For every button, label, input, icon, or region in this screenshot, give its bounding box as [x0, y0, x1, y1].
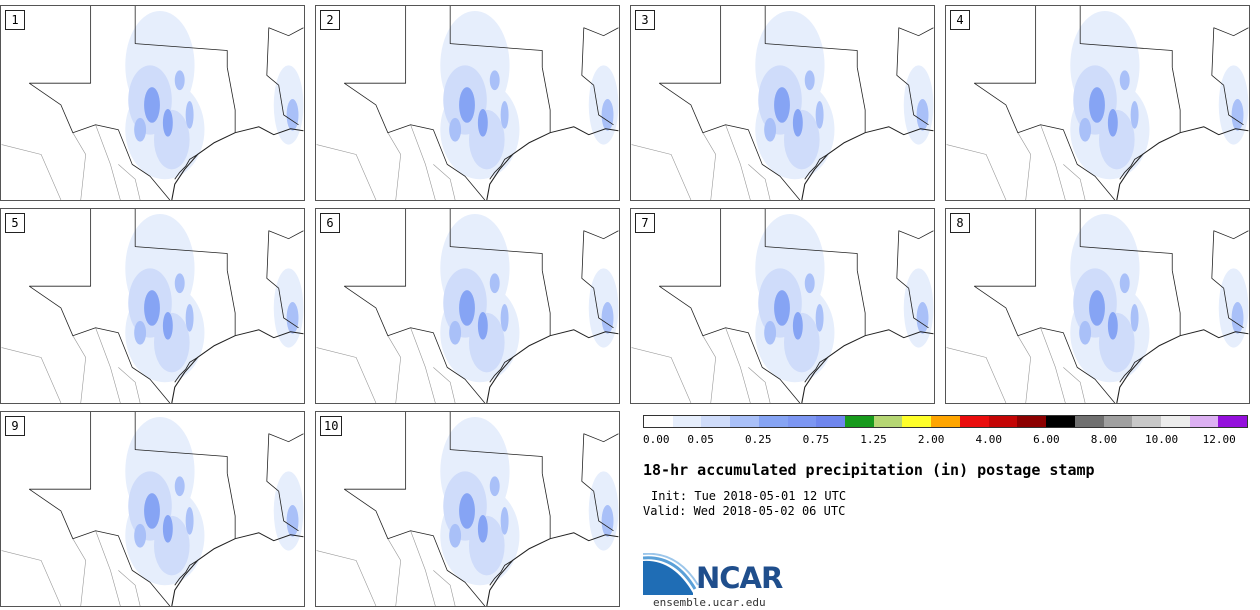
panel-label-6: 6: [320, 213, 340, 233]
ensemble-member-panel-6[interactable]: 6: [315, 208, 620, 404]
init-time: Init: Tue 2018-05-01 12 UTC: [651, 489, 847, 503]
colorbar-segment: [1132, 416, 1161, 427]
colorbar-tick-label: 12.00: [1202, 433, 1236, 446]
colorbar-tick-label: 0.00: [643, 433, 670, 446]
colorbar-segment: [1218, 416, 1248, 427]
ensemble-member-panel-5[interactable]: 5: [0, 208, 305, 404]
colorbar-tick-label: 4.00: [975, 433, 1002, 446]
panel-label-4: 4: [950, 10, 970, 30]
panel-label-10: 10: [320, 416, 343, 436]
panel-label-1: 1: [5, 10, 25, 30]
colorbar-tick-label: 6.00: [1033, 433, 1060, 446]
panel-label-8: 8: [950, 213, 970, 233]
precip-map-9: [1, 412, 304, 606]
colorbar-segment: [1046, 416, 1075, 427]
ensemble-member-panel-2[interactable]: 2: [315, 5, 620, 201]
ensemble-member-panel-4[interactable]: 4: [945, 5, 1250, 201]
ensemble-member-panel-1[interactable]: 1: [0, 5, 305, 201]
colorbar-segment: [758, 416, 788, 427]
precip-map-1: [1, 6, 304, 200]
colorbar-segment: [730, 416, 759, 427]
precip-colorbar: [643, 415, 1248, 428]
colorbar-segment: [1160, 416, 1190, 427]
colorbar-tick-label: 2.00: [917, 433, 945, 446]
colorbar-segment: [873, 416, 903, 427]
precip-map-5: [1, 209, 304, 403]
ensemble-member-panel-3[interactable]: 3: [630, 5, 935, 201]
colorbar-segment: [644, 416, 673, 427]
ensemble-member-panel-10[interactable]: 10: [315, 411, 620, 607]
precip-map-8: [946, 209, 1249, 403]
panel-label-2: 2: [320, 10, 340, 30]
colorbar-segment: [787, 416, 817, 427]
ensemble-member-panel-8[interactable]: 8: [945, 208, 1250, 404]
valid-time: Valid: Wed 2018-05-02 06 UTC: [643, 504, 846, 518]
colorbar-segment: [845, 416, 874, 427]
colorbar-segment: [701, 416, 731, 427]
colorbar-segment: [1189, 416, 1219, 427]
colorbar-tick-label: 8.00: [1090, 433, 1118, 446]
colorbar-segment: [988, 416, 1018, 427]
page-title: 18-hr accumulated precipitation (in) pos…: [643, 461, 1095, 479]
colorbar-segment: [816, 416, 846, 427]
panel-label-5: 5: [5, 213, 25, 233]
colorbar-segment: [1017, 416, 1047, 427]
precip-map-10: [316, 412, 619, 606]
colorbar-tick-labels: 0.00 0.05 0.25 0.75 1.25 2.00 4.00 6.00 8.00 10.0…: [643, 433, 1248, 447]
colorbar-segment: [902, 416, 932, 427]
colorbar-tick-label: 0.25: [744, 433, 772, 446]
precip-map-3: [631, 6, 934, 200]
ncar-logo-text: NCAR: [696, 561, 783, 595]
precip-map-6: [316, 209, 619, 403]
panel-label-3: 3: [635, 10, 655, 30]
colorbar-segment: [1074, 416, 1104, 427]
precip-map-4: [946, 6, 1249, 200]
colorbar-tick-label: 1.25: [860, 433, 887, 446]
panel-label-7: 7: [635, 213, 655, 233]
colorbar-tick-label: 0.05: [687, 433, 714, 446]
colorbar-tick-label: 10.00: [1145, 433, 1179, 446]
ncar-logo-icon: [643, 553, 699, 595]
precip-map-7: [631, 209, 934, 403]
panel-label-9: 9: [5, 416, 25, 436]
colorbar-segment: [959, 416, 989, 427]
colorbar-segment: [931, 416, 960, 427]
colorbar-tick-label: 0.75: [802, 433, 830, 446]
site-url[interactable]: ensemble.ucar.edu: [653, 596, 766, 609]
precip-map-2: [316, 6, 619, 200]
colorbar-segment: [672, 416, 702, 427]
ensemble-member-panel-7[interactable]: 7: [630, 208, 935, 404]
colorbar-segment: [1103, 416, 1133, 427]
ensemble-member-panel-9[interactable]: 9: [0, 411, 305, 607]
